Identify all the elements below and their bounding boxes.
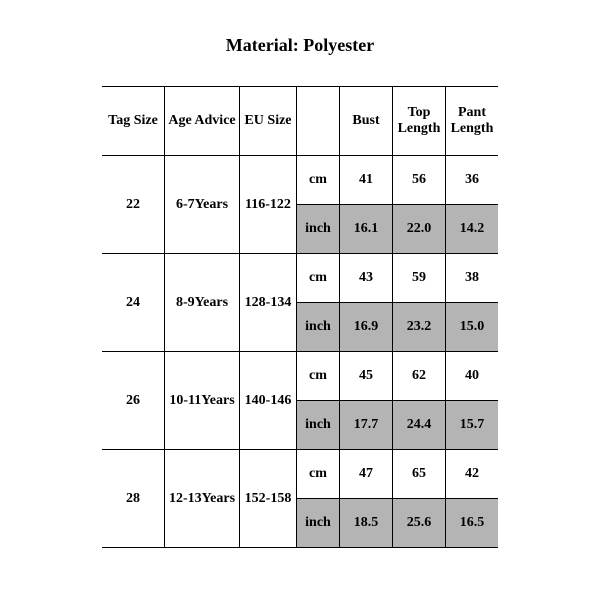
col-bust: Bust — [340, 87, 393, 156]
col-pant-line2: Length — [451, 121, 494, 136]
cell-top-inch: 25.6 — [393, 499, 446, 548]
col-pant-length: PantLength — [446, 87, 499, 156]
cell-top-cm: 59 — [393, 254, 446, 303]
cell-tag-size: 24 — [102, 254, 165, 352]
cell-top-inch: 22.0 — [393, 205, 446, 254]
cell-pant-inch: 15.0 — [446, 303, 499, 352]
cell-bust-inch: 16.9 — [340, 303, 393, 352]
table-row: 226-7Years116-122cm415636 — [102, 156, 498, 205]
cell-unit-cm: cm — [297, 156, 340, 205]
col-tag-size: Tag Size — [102, 87, 165, 156]
table-row: 248-9Years128-134cm435938 — [102, 254, 498, 303]
cell-eu-size: 152-158 — [240, 450, 297, 548]
size-table: Tag Size Age Advice EU Size Bust TopLeng… — [102, 86, 498, 548]
page: Material: Polyester Tag Size Age Advice … — [0, 0, 600, 600]
cell-pant-inch: 14.2 — [446, 205, 499, 254]
col-pant-line1: Pant — [458, 105, 486, 120]
cell-unit-cm: cm — [297, 352, 340, 401]
cell-unit-inch: inch — [297, 303, 340, 352]
cell-pant-cm: 36 — [446, 156, 499, 205]
cell-top-cm: 56 — [393, 156, 446, 205]
cell-age-advice: 10-11Years — [165, 352, 240, 450]
cell-eu-size: 128-134 — [240, 254, 297, 352]
cell-bust-inch: 16.1 — [340, 205, 393, 254]
col-age-advice: Age Advice — [165, 87, 240, 156]
table-body: 226-7Years116-122cm415636inch16.122.014.… — [102, 156, 498, 548]
cell-pant-cm: 38 — [446, 254, 499, 303]
cell-top-cm: 65 — [393, 450, 446, 499]
cell-pant-inch: 15.7 — [446, 401, 499, 450]
table-row: 2812-13Years152-158cm476542 — [102, 450, 498, 499]
cell-tag-size: 22 — [102, 156, 165, 254]
col-top-line1: Top — [408, 105, 431, 120]
cell-unit-inch: inch — [297, 499, 340, 548]
header-row: Tag Size Age Advice EU Size Bust TopLeng… — [102, 87, 498, 156]
cell-bust-cm: 45 — [340, 352, 393, 401]
cell-age-advice: 12-13Years — [165, 450, 240, 548]
col-top-length: TopLength — [393, 87, 446, 156]
cell-top-inch: 24.4 — [393, 401, 446, 450]
cell-top-cm: 62 — [393, 352, 446, 401]
cell-pant-inch: 16.5 — [446, 499, 499, 548]
col-top-line2: Length — [398, 121, 441, 136]
cell-unit-cm: cm — [297, 254, 340, 303]
cell-unit-inch: inch — [297, 401, 340, 450]
cell-bust-cm: 43 — [340, 254, 393, 303]
cell-pant-cm: 42 — [446, 450, 499, 499]
col-unit — [297, 87, 340, 156]
cell-bust-cm: 41 — [340, 156, 393, 205]
cell-tag-size: 26 — [102, 352, 165, 450]
cell-bust-inch: 17.7 — [340, 401, 393, 450]
cell-pant-cm: 40 — [446, 352, 499, 401]
cell-eu-size: 116-122 — [240, 156, 297, 254]
cell-age-advice: 8-9Years — [165, 254, 240, 352]
page-title: Material: Polyester — [0, 35, 600, 56]
cell-age-advice: 6-7Years — [165, 156, 240, 254]
cell-unit-cm: cm — [297, 450, 340, 499]
cell-tag-size: 28 — [102, 450, 165, 548]
cell-bust-cm: 47 — [340, 450, 393, 499]
table-row: 2610-11Years140-146cm456240 — [102, 352, 498, 401]
cell-bust-inch: 18.5 — [340, 499, 393, 548]
cell-eu-size: 140-146 — [240, 352, 297, 450]
cell-unit-inch: inch — [297, 205, 340, 254]
col-eu-size: EU Size — [240, 87, 297, 156]
cell-top-inch: 23.2 — [393, 303, 446, 352]
